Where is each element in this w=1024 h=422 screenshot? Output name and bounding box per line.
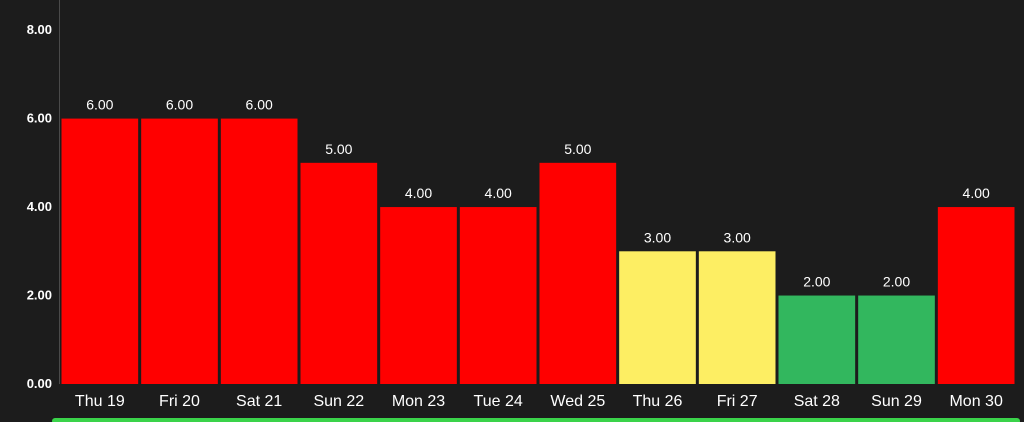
bar-tue-24[interactable] bbox=[459, 207, 537, 384]
data-label: 6.00 bbox=[246, 97, 273, 113]
bar-thu-19[interactable] bbox=[61, 118, 139, 385]
y-tick-label: 6.00 bbox=[27, 111, 52, 126]
y-tick-label: 2.00 bbox=[27, 288, 52, 303]
x-tick-label: Mon 30 bbox=[949, 393, 1002, 410]
bars bbox=[61, 118, 1015, 385]
x-tick-label: Sat 28 bbox=[794, 393, 840, 410]
y-tick-label: 0.00 bbox=[27, 376, 52, 391]
data-label: 6.00 bbox=[166, 97, 193, 113]
data-label: 4.00 bbox=[963, 185, 990, 201]
x-tick-label: Sun 29 bbox=[871, 393, 922, 410]
data-label: 5.00 bbox=[325, 141, 352, 157]
bar-sun-22[interactable] bbox=[300, 162, 378, 384]
x-tick-label: Tue 24 bbox=[474, 393, 523, 410]
data-labels: 6.00 6.00 6.00 5.00 4.00 4.00 5.00 3.00 3.00 2.00… bbox=[86, 97, 990, 290]
x-tick-label: Mon 23 bbox=[392, 393, 445, 410]
x-tick-label: Thu 19 bbox=[75, 393, 125, 410]
bar-fri-27[interactable] bbox=[698, 251, 776, 384]
bar-sun-29[interactable] bbox=[858, 295, 935, 384]
data-label: 5.00 bbox=[564, 141, 591, 157]
bar-sat-28[interactable] bbox=[778, 295, 856, 384]
bar-mon-23[interactable] bbox=[380, 207, 457, 384]
data-label: 4.00 bbox=[485, 185, 512, 201]
data-label: 2.00 bbox=[883, 274, 910, 290]
bottom-scroll-indicator[interactable] bbox=[52, 418, 1020, 422]
data-label: 6.00 bbox=[86, 97, 113, 113]
bar-sat-21[interactable] bbox=[220, 118, 298, 385]
bar-mon-30[interactable] bbox=[937, 207, 1015, 384]
data-label: 4.00 bbox=[405, 185, 432, 201]
x-tick-label: Fri 20 bbox=[159, 393, 200, 410]
bar-wed-25[interactable] bbox=[539, 162, 617, 384]
x-tick-label: Sun 22 bbox=[313, 393, 364, 410]
x-tick-label: Wed 25 bbox=[550, 393, 605, 410]
bar-thu-26[interactable] bbox=[619, 251, 696, 384]
y-tick-label: 8.00 bbox=[27, 22, 52, 37]
x-tick-label: Sat 21 bbox=[236, 393, 282, 410]
x-axis: Thu 19 Fri 20 Sat 21 Sun 22 Mon 23 Tue 24 Wed … bbox=[75, 393, 1003, 410]
y-tick-label: 4.00 bbox=[27, 199, 52, 214]
x-tick-label: Thu 26 bbox=[633, 393, 683, 410]
x-tick-label: Fri 27 bbox=[717, 393, 758, 410]
bar-fri-20[interactable] bbox=[141, 118, 218, 385]
data-label: 2.00 bbox=[803, 274, 830, 290]
y-axis: 0.00 2.00 4.00 6.00 8.00 bbox=[27, 0, 60, 391]
data-label: 3.00 bbox=[644, 229, 671, 245]
data-label: 3.00 bbox=[724, 229, 751, 245]
